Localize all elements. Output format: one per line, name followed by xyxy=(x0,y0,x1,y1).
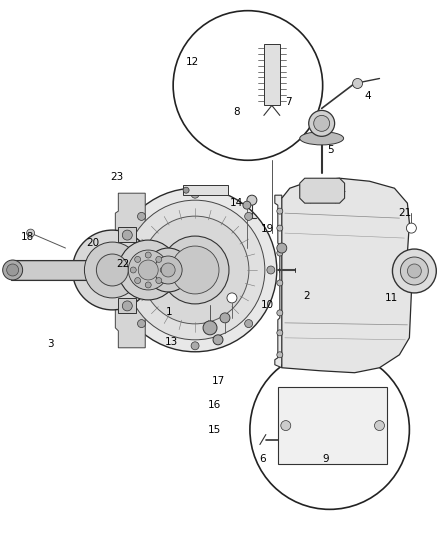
Circle shape xyxy=(125,200,265,340)
Text: 12: 12 xyxy=(186,57,199,67)
Circle shape xyxy=(400,257,428,285)
Circle shape xyxy=(392,249,436,293)
Circle shape xyxy=(115,266,124,274)
Circle shape xyxy=(130,267,136,273)
Circle shape xyxy=(113,188,277,352)
Text: 10: 10 xyxy=(261,300,274,310)
Circle shape xyxy=(277,250,283,256)
Circle shape xyxy=(267,266,275,274)
Text: 8: 8 xyxy=(233,107,240,117)
Circle shape xyxy=(314,116,330,131)
Circle shape xyxy=(173,11,323,160)
Circle shape xyxy=(191,190,199,198)
Circle shape xyxy=(245,213,253,220)
Text: 6: 6 xyxy=(259,454,266,464)
Circle shape xyxy=(146,248,190,292)
Circle shape xyxy=(277,208,283,214)
Circle shape xyxy=(277,243,287,253)
Text: 5: 5 xyxy=(327,144,334,155)
Text: 22: 22 xyxy=(117,259,130,269)
Text: 21: 21 xyxy=(398,208,411,219)
Text: 9: 9 xyxy=(323,454,329,464)
Circle shape xyxy=(160,267,166,273)
FancyBboxPatch shape xyxy=(264,44,280,106)
Circle shape xyxy=(161,263,175,277)
Circle shape xyxy=(213,335,223,345)
Circle shape xyxy=(277,310,283,316)
Circle shape xyxy=(122,230,132,240)
Circle shape xyxy=(96,254,128,286)
Circle shape xyxy=(171,246,219,294)
Text: 16: 16 xyxy=(208,400,221,410)
Circle shape xyxy=(220,313,230,323)
Text: 11: 11 xyxy=(385,293,398,303)
FancyBboxPatch shape xyxy=(118,227,136,242)
Text: 7: 7 xyxy=(286,96,292,107)
Circle shape xyxy=(154,256,182,284)
Circle shape xyxy=(183,187,189,193)
Circle shape xyxy=(245,320,253,328)
Circle shape xyxy=(85,242,140,298)
Circle shape xyxy=(3,260,23,280)
Circle shape xyxy=(191,342,199,350)
Text: 4: 4 xyxy=(364,91,371,101)
Text: 18: 18 xyxy=(21,232,35,243)
FancyBboxPatch shape xyxy=(183,185,228,195)
Circle shape xyxy=(353,78,363,88)
Circle shape xyxy=(122,301,132,311)
Circle shape xyxy=(277,352,283,358)
Circle shape xyxy=(406,223,417,233)
Circle shape xyxy=(407,264,421,278)
FancyBboxPatch shape xyxy=(278,386,388,464)
Circle shape xyxy=(156,278,162,284)
Circle shape xyxy=(227,293,237,303)
Text: 20: 20 xyxy=(86,238,99,247)
Ellipse shape xyxy=(300,132,343,145)
Circle shape xyxy=(156,256,162,262)
Polygon shape xyxy=(300,178,345,203)
Circle shape xyxy=(138,213,145,220)
Polygon shape xyxy=(275,195,285,368)
Text: 2: 2 xyxy=(303,290,310,301)
Circle shape xyxy=(243,201,251,209)
Text: 23: 23 xyxy=(110,172,123,182)
Circle shape xyxy=(250,350,410,510)
Circle shape xyxy=(281,421,291,431)
Text: 17: 17 xyxy=(212,376,225,386)
Text: 1: 1 xyxy=(166,306,172,317)
Circle shape xyxy=(134,256,141,262)
Circle shape xyxy=(118,240,178,300)
Text: 15: 15 xyxy=(208,425,221,435)
Circle shape xyxy=(145,252,151,258)
Text: 14: 14 xyxy=(230,198,243,208)
Circle shape xyxy=(277,330,283,336)
Circle shape xyxy=(374,421,385,431)
Text: 13: 13 xyxy=(164,337,177,347)
Circle shape xyxy=(277,280,283,286)
FancyBboxPatch shape xyxy=(118,298,136,313)
Circle shape xyxy=(138,260,158,280)
Circle shape xyxy=(161,236,229,304)
Polygon shape xyxy=(282,178,411,373)
Circle shape xyxy=(72,230,152,310)
Circle shape xyxy=(128,250,168,290)
Circle shape xyxy=(145,282,151,288)
Circle shape xyxy=(138,320,145,328)
Circle shape xyxy=(203,321,217,335)
Circle shape xyxy=(141,216,249,324)
Circle shape xyxy=(7,264,19,276)
Polygon shape xyxy=(115,193,145,348)
Circle shape xyxy=(309,110,335,136)
Text: 19: 19 xyxy=(261,224,274,235)
Polygon shape xyxy=(11,260,112,280)
Circle shape xyxy=(134,278,141,284)
Circle shape xyxy=(27,229,35,237)
Ellipse shape xyxy=(304,133,339,144)
Circle shape xyxy=(277,225,283,231)
Text: 3: 3 xyxy=(48,338,54,349)
Circle shape xyxy=(247,195,257,205)
